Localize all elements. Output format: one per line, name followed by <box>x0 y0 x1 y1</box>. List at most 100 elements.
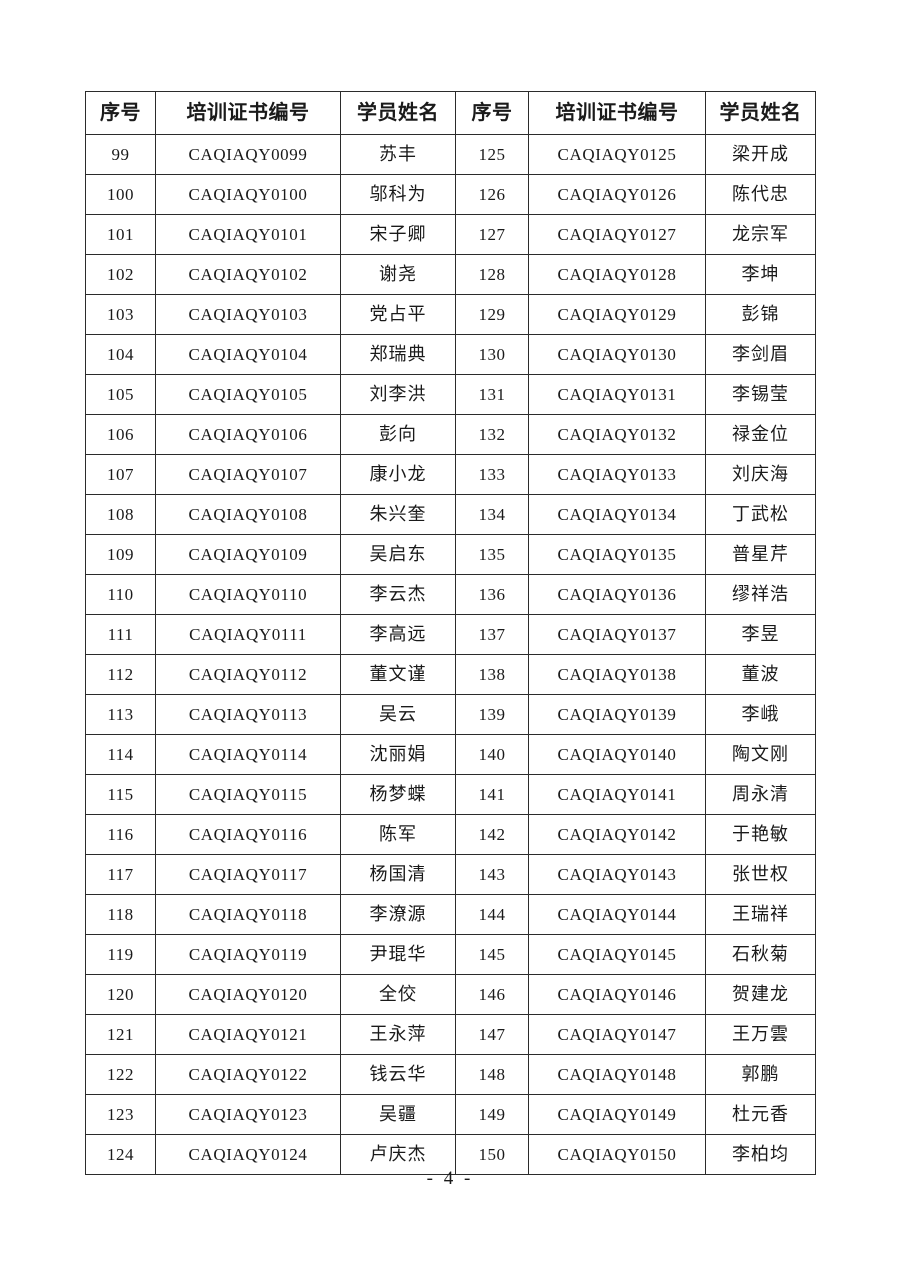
cell-certificate-left: CAQIAQY0105 <box>155 374 341 415</box>
table-row: 113 CAQIAQY0113 吴云 139 CAQIAQY0139 李峨 <box>85 694 816 735</box>
cell-certificate-left: CAQIAQY0104 <box>155 334 341 375</box>
cell-name-right: 王万雲 <box>705 1014 816 1055</box>
column-header-name-left: 学员姓名 <box>340 91 456 135</box>
cell-seq-right: 137 <box>455 614 529 655</box>
cell-seq-left: 123 <box>85 1094 156 1135</box>
cell-seq-right: 133 <box>455 454 529 495</box>
cell-name-left: 康小龙 <box>340 454 456 495</box>
cell-certificate-left: CAQIAQY0103 <box>155 294 341 335</box>
cell-name-left: 李云杰 <box>340 574 456 615</box>
table-row: 99 CAQIAQY0099 苏丰 125 CAQIAQY0125 梁开成 <box>85 134 816 175</box>
cell-seq-left: 121 <box>85 1014 156 1055</box>
trainee-roster-table: 序号 培训证书编号 学员姓名 序号 培训证书编号 学员姓名 99 CAQIAQY0… <box>85 91 816 1175</box>
cell-certificate-left: CAQIAQY0108 <box>155 494 341 535</box>
cell-seq-right: 138 <box>455 654 529 695</box>
cell-seq-left: 106 <box>85 414 156 455</box>
cell-seq-right: 142 <box>455 814 529 855</box>
cell-certificate-right: CAQIAQY0139 <box>528 694 706 735</box>
cell-name-left: 邬科为 <box>340 174 456 215</box>
cell-seq-right: 145 <box>455 934 529 975</box>
cell-name-left: 彭向 <box>340 414 456 455</box>
cell-certificate-right: CAQIAQY0128 <box>528 254 706 295</box>
table-row: 118 CAQIAQY0118 李潦源 144 CAQIAQY0144 王瑞祥 <box>85 894 816 935</box>
table-body: 99 CAQIAQY0099 苏丰 125 CAQIAQY0125 梁开成 100 CAQIA… <box>85 134 816 1175</box>
cell-seq-left: 120 <box>85 974 156 1015</box>
cell-seq-right: 139 <box>455 694 529 735</box>
cell-name-right: 石秋菊 <box>705 934 816 975</box>
cell-certificate-right: CAQIAQY0131 <box>528 374 706 415</box>
cell-seq-left: 114 <box>85 734 156 775</box>
cell-seq-left: 100 <box>85 174 156 215</box>
cell-certificate-right: CAQIAQY0127 <box>528 214 706 255</box>
cell-name-left: 党占平 <box>340 294 456 335</box>
cell-name-left: 陈军 <box>340 814 456 855</box>
cell-seq-left: 113 <box>85 694 156 735</box>
cell-name-left: 董文谨 <box>340 654 456 695</box>
cell-name-right: 普星芹 <box>705 534 816 575</box>
cell-seq-right: 146 <box>455 974 529 1015</box>
column-header-name-right: 学员姓名 <box>705 91 816 135</box>
cell-name-right: 于艳敏 <box>705 814 816 855</box>
roster-table-container: 序号 培训证书编号 学员姓名 序号 培训证书编号 学员姓名 99 CAQIAQY0… <box>85 91 816 1175</box>
cell-name-left: 刘李洪 <box>340 374 456 415</box>
cell-name-left: 李高远 <box>340 614 456 655</box>
cell-certificate-right: CAQIAQY0136 <box>528 574 706 615</box>
table-row: 124 CAQIAQY0124 卢庆杰 150 CAQIAQY0150 李柏均 <box>85 1134 816 1175</box>
cell-seq-left: 103 <box>85 294 156 335</box>
cell-certificate-right: CAQIAQY0141 <box>528 774 706 815</box>
cell-name-left: 吴启东 <box>340 534 456 575</box>
cell-name-right: 张世权 <box>705 854 816 895</box>
cell-seq-left: 105 <box>85 374 156 415</box>
cell-name-right: 周永清 <box>705 774 816 815</box>
table-row: 104 CAQIAQY0104 郑瑞典 130 CAQIAQY0130 李剑眉 <box>85 334 816 375</box>
cell-name-right: 李柏均 <box>705 1134 816 1175</box>
cell-seq-right: 150 <box>455 1134 529 1175</box>
cell-name-left: 杨梦蝶 <box>340 774 456 815</box>
cell-name-left: 沈丽娟 <box>340 734 456 775</box>
cell-name-right: 王瑞祥 <box>705 894 816 935</box>
cell-name-right: 杜元香 <box>705 1094 816 1135</box>
cell-seq-left: 99 <box>85 134 156 175</box>
column-header-certificate-right: 培训证书编号 <box>528 91 706 135</box>
cell-seq-left: 102 <box>85 254 156 295</box>
cell-seq-right: 130 <box>455 334 529 375</box>
cell-name-left: 朱兴奎 <box>340 494 456 535</box>
cell-name-left: 郑瑞典 <box>340 334 456 375</box>
cell-seq-right: 136 <box>455 574 529 615</box>
cell-seq-left: 101 <box>85 214 156 255</box>
table-row: 106 CAQIAQY0106 彭向 132 CAQIAQY0132 禄金位 <box>85 414 816 455</box>
cell-certificate-left: CAQIAQY0123 <box>155 1094 341 1135</box>
cell-certificate-left: CAQIAQY0122 <box>155 1054 341 1095</box>
table-row: 110 CAQIAQY0110 李云杰 136 CAQIAQY0136 缪祥浩 <box>85 574 816 615</box>
cell-certificate-left: CAQIAQY0113 <box>155 694 341 735</box>
cell-seq-left: 118 <box>85 894 156 935</box>
cell-certificate-right: CAQIAQY0145 <box>528 934 706 975</box>
cell-certificate-right: CAQIAQY0132 <box>528 414 706 455</box>
cell-certificate-left: CAQIAQY0116 <box>155 814 341 855</box>
table-row: 111 CAQIAQY0111 李高远 137 CAQIAQY0137 李昱 <box>85 614 816 655</box>
cell-certificate-left: CAQIAQY0100 <box>155 174 341 215</box>
cell-name-left: 尹琨华 <box>340 934 456 975</box>
cell-seq-left: 124 <box>85 1134 156 1175</box>
cell-certificate-right: CAQIAQY0129 <box>528 294 706 335</box>
cell-seq-left: 109 <box>85 534 156 575</box>
cell-seq-right: 126 <box>455 174 529 215</box>
cell-name-left: 吴云 <box>340 694 456 735</box>
cell-certificate-left: CAQIAQY0117 <box>155 854 341 895</box>
cell-seq-left: 108 <box>85 494 156 535</box>
cell-certificate-right: CAQIAQY0130 <box>528 334 706 375</box>
cell-name-right: 李剑眉 <box>705 334 816 375</box>
cell-name-right: 郭鹏 <box>705 1054 816 1095</box>
cell-seq-right: 143 <box>455 854 529 895</box>
table-row: 117 CAQIAQY0117 杨国清 143 CAQIAQY0143 张世权 <box>85 854 816 895</box>
table-row: 123 CAQIAQY0123 吴疆 149 CAQIAQY0149 杜元香 <box>85 1094 816 1135</box>
cell-name-right: 禄金位 <box>705 414 816 455</box>
table-row: 120 CAQIAQY0120 全佼 146 CAQIAQY0146 贺建龙 <box>85 974 816 1015</box>
cell-seq-left: 116 <box>85 814 156 855</box>
table-row: 105 CAQIAQY0105 刘李洪 131 CAQIAQY0131 李锡莹 <box>85 374 816 415</box>
cell-certificate-right: CAQIAQY0133 <box>528 454 706 495</box>
cell-certificate-left: CAQIAQY0118 <box>155 894 341 935</box>
cell-certificate-left: CAQIAQY0121 <box>155 1014 341 1055</box>
cell-name-left: 苏丰 <box>340 134 456 175</box>
